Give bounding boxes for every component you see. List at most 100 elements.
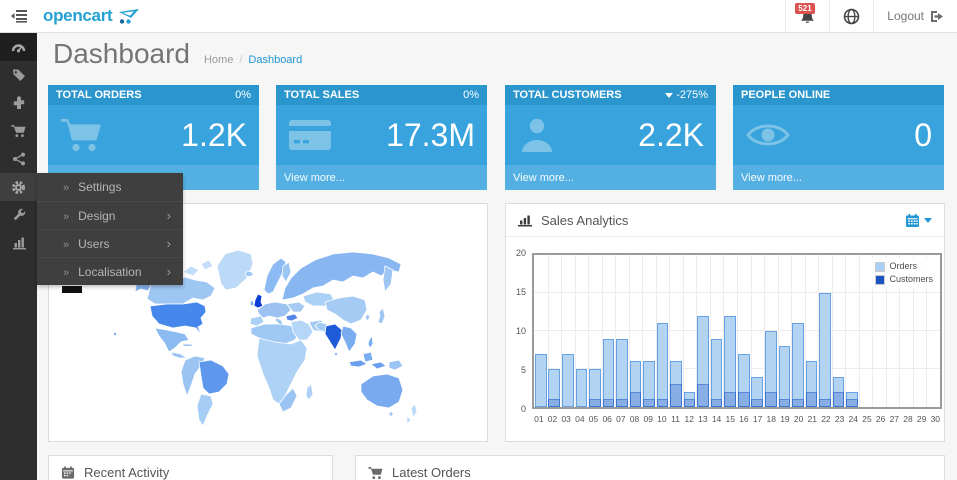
- panel-heading: Sales Analytics: [506, 204, 944, 237]
- panel-title: Latest Orders: [392, 465, 471, 480]
- chart-legend: Orders Customers: [871, 258, 937, 288]
- world-map[interactable]: [55, 244, 483, 434]
- sidebar-item-catalog[interactable]: [0, 61, 37, 89]
- chart-bar-group: [764, 255, 778, 407]
- customers-bar: [805, 391, 818, 407]
- chart-bar-group: [588, 255, 602, 407]
- x-tick-label: 18: [766, 414, 776, 424]
- customers-bar: [602, 399, 615, 407]
- x-tick-label: 17: [752, 414, 763, 424]
- sidebar-item-tools[interactable]: [0, 201, 37, 229]
- opencart-logo[interactable]: opencart: [43, 6, 141, 26]
- sidebar-item-reports[interactable]: [0, 229, 37, 257]
- orders-bar: [670, 361, 682, 407]
- chart-bar-group: [710, 255, 724, 407]
- orders-bar: [643, 361, 655, 407]
- view-more-label: View more...: [513, 171, 574, 184]
- tile-body: 17.3M: [276, 105, 487, 165]
- x-tick-label: 16: [739, 414, 749, 424]
- customers-bar: [751, 399, 764, 407]
- orders-bar: [778, 346, 791, 407]
- orders-bar: [737, 353, 750, 407]
- x-tick-label: 29: [916, 414, 927, 424]
- submenu-item-localisation[interactable]: Localisation: [37, 257, 183, 285]
- stores-button[interactable]: [829, 0, 873, 33]
- chart-bar-group: [629, 255, 643, 407]
- sales-analytics-panel: Sales Analytics 0 5 10 15 20 Orders Customer…: [505, 203, 945, 442]
- y-tick-label: 10: [515, 326, 526, 336]
- chart-bar-group: [723, 255, 737, 407]
- legend-label: Customers: [889, 274, 933, 284]
- menu-toggle-button[interactable]: [0, 0, 37, 32]
- date-range-button[interactable]: [905, 213, 932, 228]
- sidebar-item-marketing[interactable]: [0, 145, 37, 173]
- legend-item-orders: Orders: [875, 260, 933, 273]
- orders-bar: [846, 391, 858, 407]
- chart-bar-group: [656, 255, 670, 407]
- cart-icon: [368, 466, 383, 479]
- x-tick-label: 10: [657, 414, 667, 424]
- x-tick-label: 07: [616, 414, 626, 424]
- customers-bar: [724, 391, 737, 407]
- notifications-button[interactable]: 521: [785, 0, 829, 33]
- topbar-actions: 521 Logout: [785, 0, 957, 33]
- caret-down-icon: [924, 217, 932, 223]
- double-chevron-icon: [63, 237, 69, 251]
- customers-swatch-icon: [875, 274, 886, 285]
- customers-bar: [548, 399, 561, 407]
- x-tick-label: 02: [547, 414, 558, 424]
- submenu-item-users[interactable]: Users: [37, 229, 183, 257]
- logout-button[interactable]: Logout: [873, 0, 957, 33]
- page-header: Dashboard Home / Dashboard: [53, 38, 302, 70]
- legend-label: Orders: [889, 261, 917, 271]
- orders-bar: [616, 338, 628, 407]
- breadcrumb-home[interactable]: Home: [203, 54, 234, 66]
- caret-down-icon: [665, 92, 674, 98]
- chevron-right-icon: [167, 236, 171, 251]
- submenu-item-settings[interactable]: Settings: [37, 173, 183, 201]
- orders-bar: [697, 315, 709, 407]
- tile-percent: -275%: [665, 89, 708, 101]
- x-tick-label: 25: [862, 414, 872, 424]
- chart-bar-group: [859, 255, 873, 407]
- world-map-panel: [48, 203, 488, 442]
- submenu-label: Settings: [78, 180, 122, 194]
- tile-value: 17.3M: [386, 116, 475, 153]
- sidebar-item-system[interactable]: [0, 173, 37, 201]
- y-tick-label: 20: [515, 248, 526, 258]
- menu-toggle-icon: [10, 10, 27, 23]
- sidebar: [0, 33, 37, 480]
- x-tick-label: 04: [575, 414, 585, 424]
- panel-heading: Latest Orders: [356, 456, 944, 480]
- x-tick-label: 11: [671, 414, 680, 424]
- sidebar-item-sales[interactable]: [0, 117, 37, 145]
- y-tick-label: 0: [520, 404, 526, 414]
- submenu-item-design[interactable]: Design: [37, 201, 183, 229]
- tile-title: PEOPLE ONLINE: [741, 89, 831, 101]
- panel-heading: Recent Activity: [49, 456, 332, 480]
- sidebar-item-dashboard[interactable]: [0, 33, 37, 61]
- view-more-link[interactable]: View more...: [276, 165, 487, 190]
- submenu-notch: [62, 286, 82, 293]
- x-tick-label: 24: [848, 414, 859, 424]
- tile-title: TOTAL ORDERS: [56, 89, 142, 101]
- breadcrumb-current[interactable]: Dashboard: [248, 54, 303, 66]
- wrench-icon: [13, 208, 25, 221]
- puzzle-icon: [13, 96, 24, 109]
- double-chevron-icon: [63, 180, 69, 194]
- bar-chart-icon: [518, 215, 532, 226]
- chart-bar-group: [886, 255, 900, 407]
- x-tick-label: 22: [821, 414, 831, 424]
- sidebar-item-extensions[interactable]: [0, 89, 37, 117]
- orders-bar: [562, 353, 574, 407]
- orders-bar: [683, 391, 696, 407]
- orders-bar: [602, 338, 615, 407]
- chevron-right-icon: [167, 264, 171, 279]
- view-more-label: View more...: [284, 171, 345, 184]
- logo-text: opencart: [43, 6, 113, 25]
- submenu-label: Users: [78, 236, 110, 251]
- view-more-link[interactable]: View more...: [733, 165, 944, 190]
- view-more-link[interactable]: View more...: [505, 165, 716, 190]
- customers-bar: [792, 399, 804, 407]
- logout-icon: [931, 10, 943, 22]
